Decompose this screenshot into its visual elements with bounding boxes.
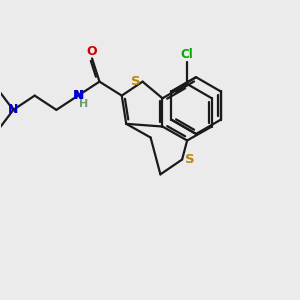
Text: H: H (80, 99, 88, 109)
Text: Cl: Cl (181, 48, 194, 62)
Text: N: N (73, 89, 83, 102)
Text: O: O (87, 44, 98, 58)
Text: S: S (131, 75, 141, 88)
Text: N: N (74, 89, 84, 102)
Text: N: N (8, 103, 19, 116)
Text: S: S (185, 153, 194, 166)
